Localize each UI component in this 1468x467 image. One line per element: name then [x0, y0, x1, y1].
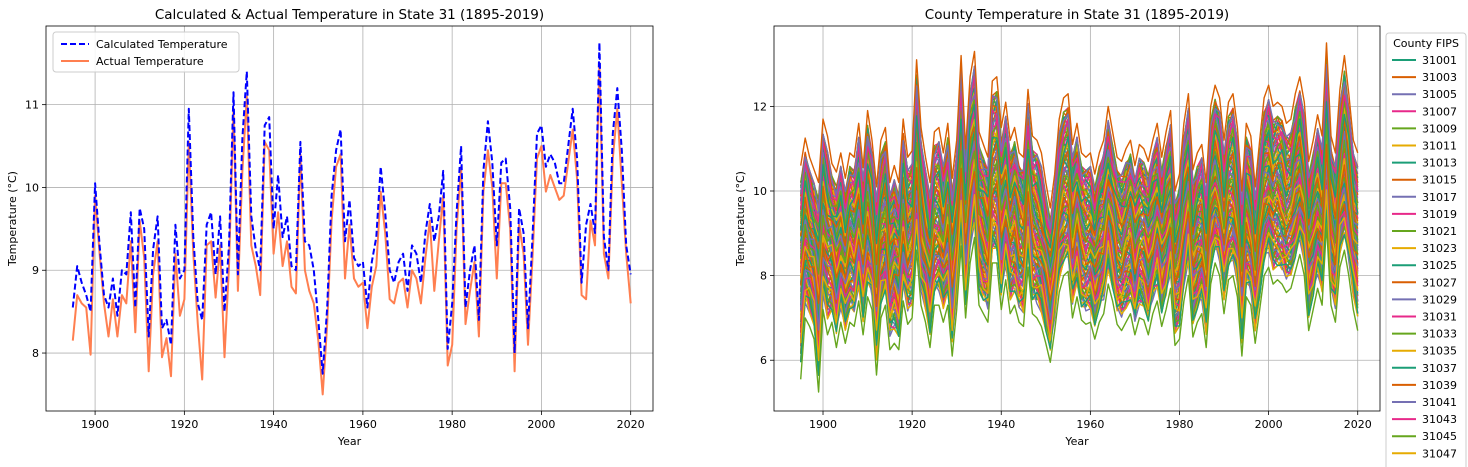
county-series-line: [800, 156, 1359, 325]
x-tick-label: 2020: [1344, 418, 1372, 431]
legend-entry: 31027: [1422, 276, 1457, 289]
legend-entry: 31039: [1422, 379, 1457, 392]
legend-entry: 31021: [1422, 225, 1457, 238]
x-axis-label: Year: [1064, 435, 1089, 448]
legend-box: [52, 31, 240, 73]
x-tick-label: 1900: [81, 418, 109, 431]
county-series-max: [800, 42, 1359, 209]
legend-entry: 31019: [1422, 208, 1457, 221]
y-tick-label: 10: [753, 185, 767, 198]
legend-entry: 31003: [1422, 71, 1457, 84]
legend-entry: 31005: [1422, 88, 1457, 101]
x-tick-label: 1960: [1076, 418, 1104, 431]
y-tick-label: 8: [32, 347, 39, 360]
county-series-line: [800, 135, 1359, 299]
y-axis-label: Temperature (°C): [6, 171, 19, 267]
county-series-line: [800, 70, 1359, 224]
y-tick-label: 12: [753, 100, 767, 113]
legend: Calculated Temperature Actual Temperature: [52, 31, 240, 73]
county-series-line: [800, 89, 1359, 240]
legend-box: [1385, 32, 1467, 467]
county-series-line: [800, 129, 1359, 294]
county-series-line: [800, 92, 1359, 261]
y-axis-label: Temperature (°C): [734, 171, 747, 267]
legend-entry: 31009: [1422, 122, 1457, 135]
legend-entry: 31031: [1422, 311, 1457, 324]
legend-entry: 31023: [1422, 242, 1457, 255]
series-actual-temperature: [71, 62, 632, 396]
legend-title: County FIPS: [1393, 37, 1459, 50]
county-series-line: [800, 101, 1359, 249]
x-tick-label: 1920: [898, 418, 926, 431]
y-tick-label: 9: [32, 264, 39, 277]
chart-title: County Temperature in State 31 (1895-201…: [925, 7, 1229, 23]
y-tick-label: 11: [25, 99, 39, 112]
y-tick-label: 10: [25, 181, 39, 194]
county-series-line: [800, 63, 1359, 230]
county-series-line: [800, 161, 1359, 331]
legend-entry: 31037: [1422, 362, 1457, 375]
x-tick-label: 1980: [1165, 418, 1193, 431]
x-tick-label: 1920: [170, 418, 198, 431]
plot-frame: [773, 25, 1381, 412]
series-calculated-temperature: [71, 41, 632, 375]
county-series-line: [800, 123, 1359, 288]
legend-entry: 31017: [1422, 191, 1457, 204]
x-axis-label: Year: [337, 435, 362, 448]
legend-entry: 31007: [1422, 105, 1457, 118]
legend-entry: 31033: [1422, 328, 1457, 341]
x-tick-label: 2000: [1255, 418, 1283, 431]
legend-entry: 31029: [1422, 293, 1457, 306]
x-tick-label: 1960: [349, 418, 377, 431]
county-series-line: [800, 189, 1359, 362]
x-tick-label: 2020: [617, 418, 645, 431]
chart-title: Calculated & Actual Temperature in State…: [155, 7, 544, 23]
x-tick-label: 1940: [987, 418, 1015, 431]
legend-entry: 31047: [1422, 447, 1457, 460]
county-series-line: [800, 113, 1359, 277]
x-tick-label: 1980: [438, 418, 466, 431]
y-tick-label: 6: [760, 354, 767, 367]
legend-entry: Actual Temperature: [96, 55, 204, 68]
legend-entry: 31041: [1422, 396, 1457, 409]
y-tick-label: 8: [760, 270, 767, 283]
chart-2: 1900 1920 1940 1960 1980 2000 2020 6 8 10 12 County…: [734, 7, 1467, 467]
legend-entry: 31015: [1422, 174, 1457, 187]
x-tick-label: 1900: [809, 418, 837, 431]
county-series-line: [800, 205, 1359, 376]
county-series-line: [800, 75, 1359, 235]
legend-entry: 31045: [1422, 430, 1457, 443]
chart-1: 1900 1920 1940 1960 1980 2000 2020 8 9 10 11 Calcul…: [6, 7, 654, 448]
legend-entry: 31043: [1422, 413, 1457, 426]
legend-entry: 31001: [1422, 54, 1457, 67]
county-series-group: [800, 42, 1359, 393]
x-tick-label: 1940: [260, 418, 288, 431]
county-series-line: [800, 105, 1359, 266]
plot-frame: [45, 25, 654, 412]
county-series-min: [800, 224, 1359, 393]
legend-entry: 31013: [1422, 157, 1457, 170]
legend-entry: 31025: [1422, 259, 1457, 272]
county-series-line: [800, 174, 1359, 343]
x-tick-label: 2000: [527, 418, 555, 431]
legend-entry: 31011: [1422, 140, 1457, 153]
county-series-line: [800, 143, 1359, 307]
legend-entry: 31035: [1422, 345, 1457, 358]
legend: County FIPS 31001 31003 31005 31007 31009 3101…: [1385, 32, 1467, 467]
legend-entry: Calculated Temperature: [96, 38, 228, 51]
